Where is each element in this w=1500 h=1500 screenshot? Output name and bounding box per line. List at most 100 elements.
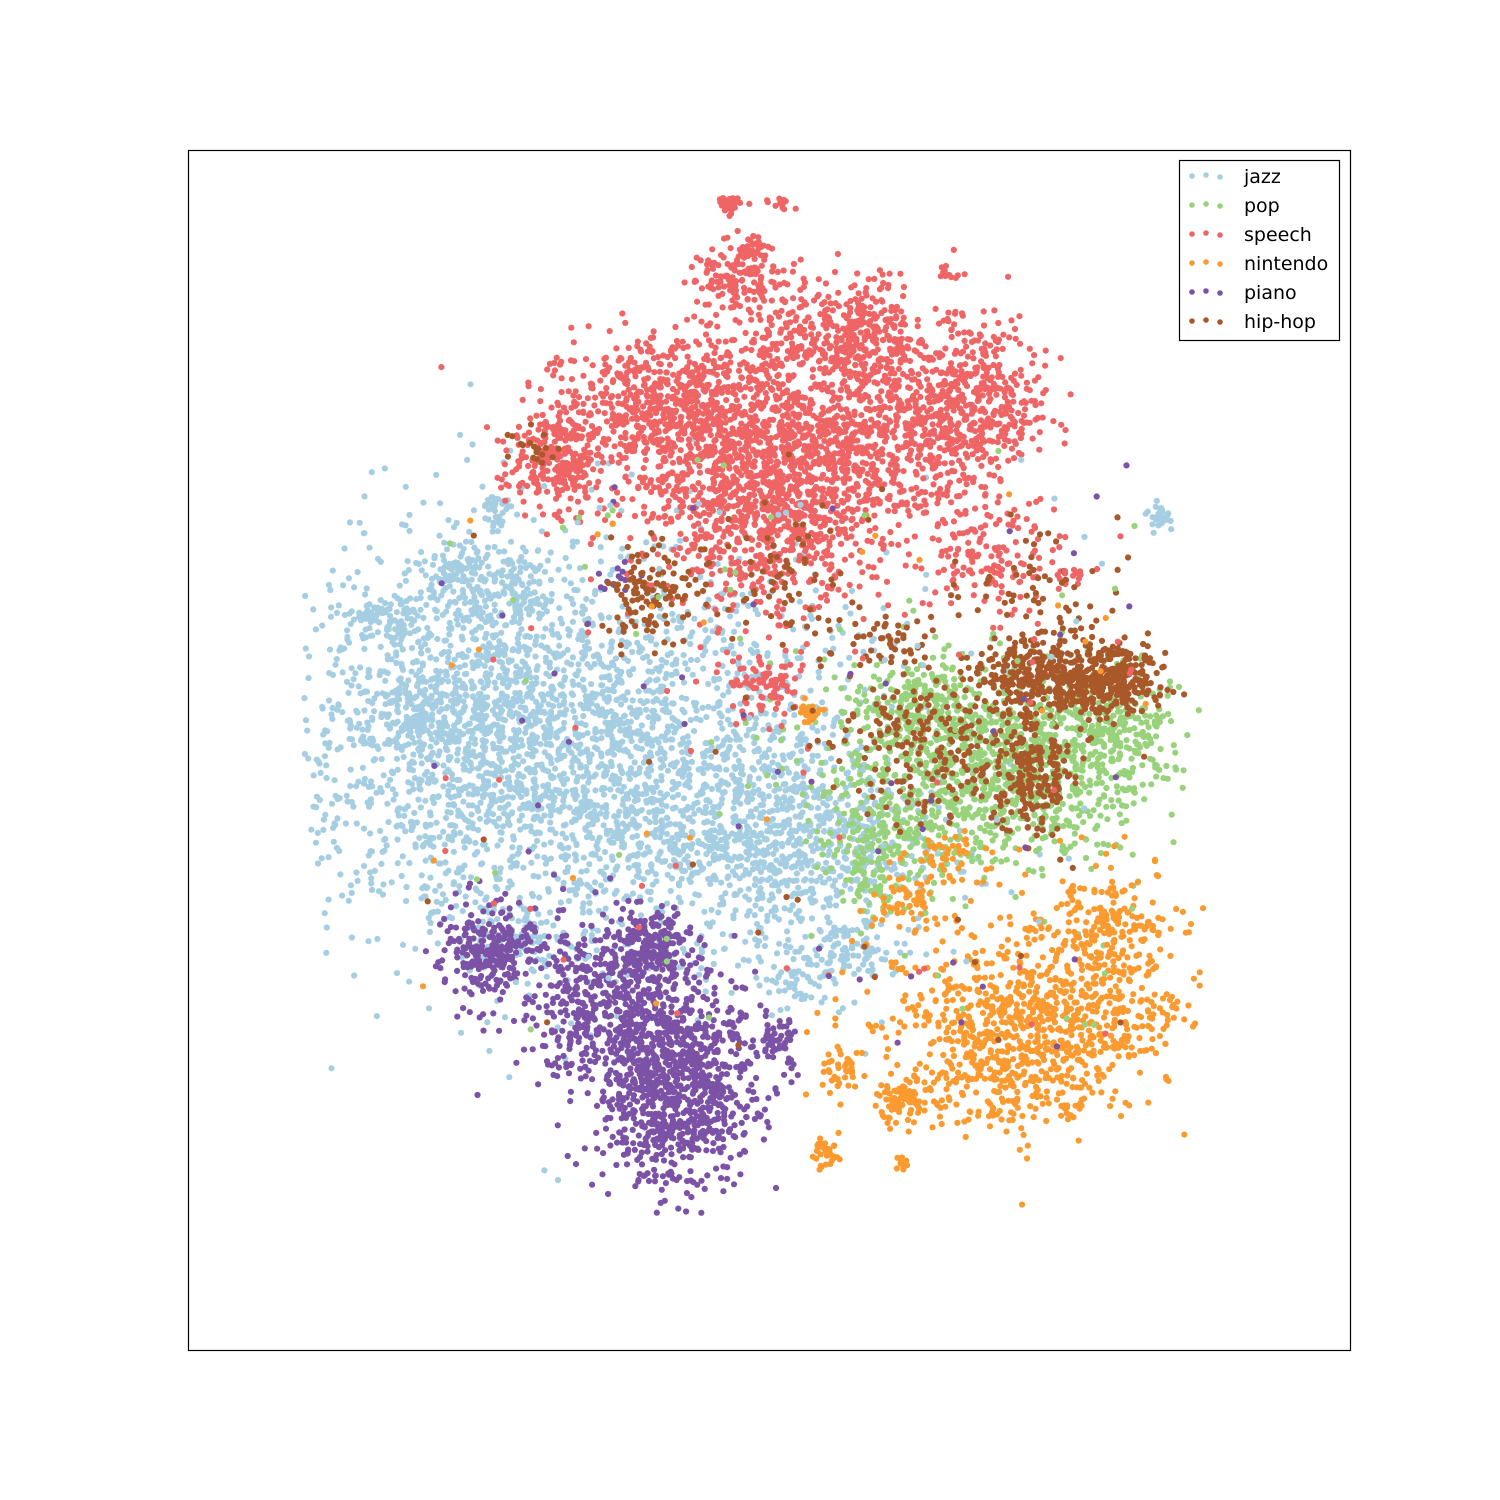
point-pop	[907, 843, 914, 851]
point-jazz	[796, 835, 803, 843]
point-jazz	[585, 779, 592, 786]
point-jazz	[484, 694, 491, 701]
point-jazz	[468, 811, 475, 818]
point-jazz	[425, 914, 432, 922]
point-jazz	[404, 558, 411, 565]
point-jazz	[449, 776, 456, 783]
point-jazz	[568, 595, 575, 603]
point-jazz	[560, 650, 567, 657]
point-jazz	[648, 867, 655, 874]
point-jazz	[633, 873, 641, 880]
point-jazz	[740, 872, 747, 879]
point-jazz	[435, 860, 443, 867]
point-jazz	[440, 828, 447, 835]
point-jazz	[809, 757, 816, 765]
point-jazz	[628, 471, 635, 478]
point-jazz	[538, 642, 545, 649]
point-jazz	[436, 834, 443, 841]
point-jazz	[701, 760, 708, 767]
point-jazz	[470, 665, 477, 672]
point-jazz	[687, 656, 695, 664]
point-jazz	[535, 565, 542, 573]
point-jazz	[404, 803, 411, 810]
point-jazz	[545, 768, 552, 775]
point-jazz	[362, 634, 369, 641]
point-jazz	[537, 702, 544, 709]
point-jazz	[705, 596, 712, 603]
point-jazz	[710, 705, 717, 712]
point-jazz	[561, 790, 568, 797]
point-jazz	[677, 899, 684, 906]
point-jazz	[580, 705, 587, 712]
point-jazz	[351, 972, 358, 979]
point-jazz	[566, 563, 573, 570]
point-jazz	[922, 586, 929, 593]
point-jazz	[560, 701, 567, 708]
point-jazz	[456, 776, 463, 784]
point-jazz	[706, 798, 713, 805]
point-jazz	[618, 921, 626, 928]
point-jazz	[882, 956, 889, 963]
point-jazz	[707, 617, 714, 624]
point-jazz	[495, 715, 502, 722]
point-jazz	[793, 870, 801, 877]
point-jazz	[522, 729, 529, 736]
point-jazz	[355, 778, 362, 785]
point-jazz	[719, 790, 726, 797]
point-jazz	[818, 999, 825, 1006]
point-jazz	[361, 707, 368, 714]
point-jazz	[608, 732, 615, 739]
point-jazz	[923, 951, 930, 958]
point-jazz	[562, 674, 569, 681]
point-jazz	[371, 695, 378, 702]
point-jazz	[745, 957, 752, 964]
point-jazz	[622, 746, 629, 753]
point-jazz	[366, 625, 373, 632]
point-jazz	[754, 839, 761, 846]
point-jazz	[469, 659, 476, 666]
point-jazz	[445, 648, 452, 656]
point-jazz	[771, 752, 778, 759]
point-jazz	[606, 648, 614, 655]
point-jazz	[427, 695, 435, 702]
point-jazz	[592, 787, 599, 794]
point-jazz	[394, 595, 401, 602]
point-jazz	[598, 682, 605, 689]
point-pop	[1080, 819, 1087, 826]
point-jazz	[352, 670, 359, 677]
point-jazz	[847, 885, 854, 893]
point-jazz	[359, 764, 366, 771]
point-jazz	[746, 659, 753, 666]
point-jazz	[730, 650, 737, 657]
point-jazz	[716, 675, 723, 683]
point-jazz	[588, 814, 595, 821]
point-jazz	[720, 692, 727, 699]
point-jazz	[645, 668, 652, 675]
point-jazz	[531, 843, 538, 850]
point-jazz	[701, 908, 708, 915]
point-jazz	[416, 834, 423, 842]
point-jazz	[689, 671, 696, 678]
point-pop	[856, 762, 863, 769]
point-jazz	[669, 680, 676, 688]
point-jazz	[832, 716, 839, 723]
point-jazz	[584, 881, 591, 888]
point-jazz	[629, 697, 636, 704]
point-jazz	[461, 600, 468, 607]
point-jazz	[842, 855, 850, 862]
point-jazz	[417, 594, 424, 602]
point-jazz	[759, 791, 766, 798]
point-jazz	[797, 813, 804, 821]
point-jazz	[507, 538, 515, 545]
point-jazz	[515, 753, 522, 760]
point-jazz	[726, 743, 733, 751]
point-jazz	[515, 918, 522, 925]
point-jazz	[374, 555, 382, 562]
point-jazz	[851, 999, 858, 1006]
point-jazz	[583, 867, 590, 874]
point-jazz	[968, 650, 975, 657]
point-jazz	[476, 815, 484, 822]
point-jazz	[753, 920, 761, 928]
point-jazz	[564, 659, 571, 666]
point-jazz	[433, 739, 440, 746]
